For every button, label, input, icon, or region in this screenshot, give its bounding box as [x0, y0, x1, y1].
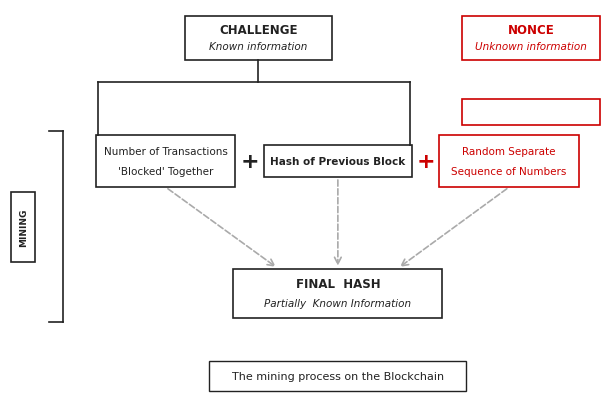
- Bar: [462, 99, 600, 125]
- Bar: [233, 269, 442, 319]
- Text: Unknown information: Unknown information: [475, 42, 587, 52]
- Text: Number of Transactions: Number of Transactions: [104, 147, 228, 157]
- Bar: [96, 136, 236, 188]
- Text: +: +: [240, 152, 259, 172]
- Text: NONCE: NONCE: [507, 24, 554, 37]
- Text: 'Blocked' Together: 'Blocked' Together: [118, 167, 213, 177]
- Text: MINING: MINING: [19, 208, 28, 247]
- Text: Known information: Known information: [209, 42, 308, 52]
- Bar: [184, 17, 332, 61]
- Bar: [264, 146, 411, 178]
- Bar: [11, 193, 35, 262]
- Text: CHALLENGE: CHALLENGE: [219, 24, 298, 37]
- Text: FINAL  HASH: FINAL HASH: [296, 278, 380, 291]
- Text: Hash of Previous Block: Hash of Previous Block: [270, 157, 405, 167]
- Text: Sequence of Numbers: Sequence of Numbers: [451, 167, 567, 177]
- Text: Random Separate: Random Separate: [462, 147, 556, 157]
- Bar: [439, 136, 579, 188]
- Text: +: +: [416, 152, 435, 172]
- Text: Partially  Known Information: Partially Known Information: [264, 298, 411, 308]
- Text: The mining process on the Blockchain: The mining process on the Blockchain: [232, 371, 444, 381]
- Bar: [210, 361, 466, 391]
- Bar: [462, 17, 600, 61]
